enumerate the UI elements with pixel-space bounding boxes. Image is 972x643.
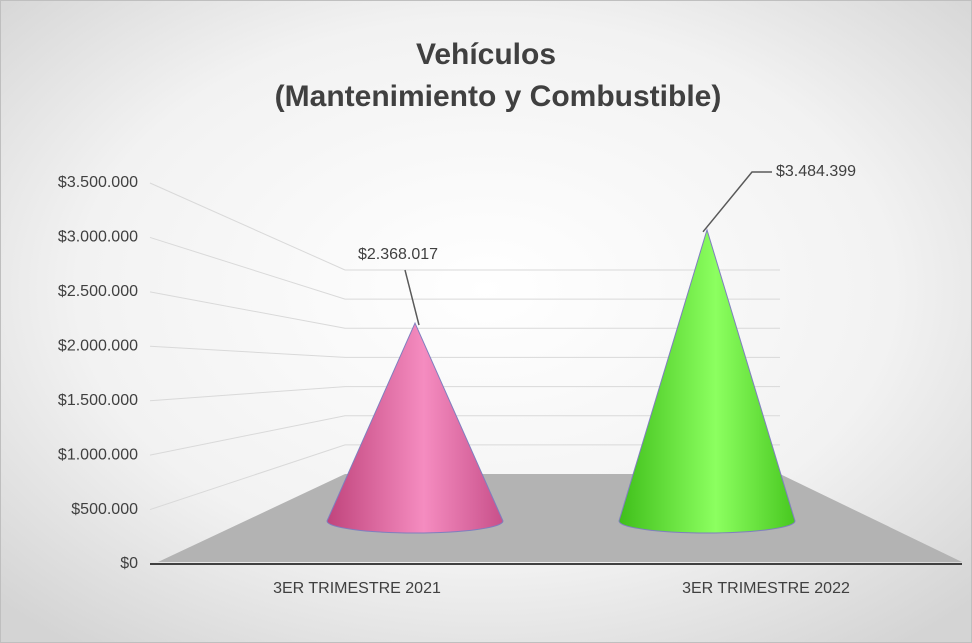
- y-tick-label: $500.000: [71, 501, 138, 518]
- y-tick-label: $1.500.000: [58, 392, 138, 409]
- chart-title: Vehículos: [416, 38, 556, 71]
- y-tick-label: $0: [120, 555, 138, 572]
- grid-line: [149, 182, 780, 271]
- y-tick-label: $3.500.000: [58, 174, 138, 191]
- grid-line: [149, 345, 780, 358]
- grid-line: [149, 444, 780, 511]
- leader-line: [404, 269, 420, 326]
- grid-line: [149, 415, 780, 456]
- x-tick-label: 3ER TRIMESTRE 2022: [682, 580, 850, 597]
- y-tick-label: $1.000.000: [58, 446, 138, 463]
- chart-subtitle: (Mantenimiento y Combustible): [275, 80, 722, 113]
- y-tick-label: $2.500.000: [58, 283, 138, 300]
- grid-line: [149, 386, 780, 402]
- leader-line: [702, 171, 772, 233]
- cone: [326, 321, 504, 534]
- grid-line: [149, 236, 780, 300]
- data-label: $3.484.399: [776, 163, 856, 180]
- cone: [618, 228, 796, 534]
- grid-line: [149, 291, 780, 329]
- y-tick-label: $2.000.000: [58, 338, 138, 355]
- y-tick-label: $3.000.000: [58, 229, 138, 246]
- x-tick-label: 3ER TRIMESTRE 2021: [273, 580, 441, 597]
- data-label: $2.368.017: [358, 246, 438, 263]
